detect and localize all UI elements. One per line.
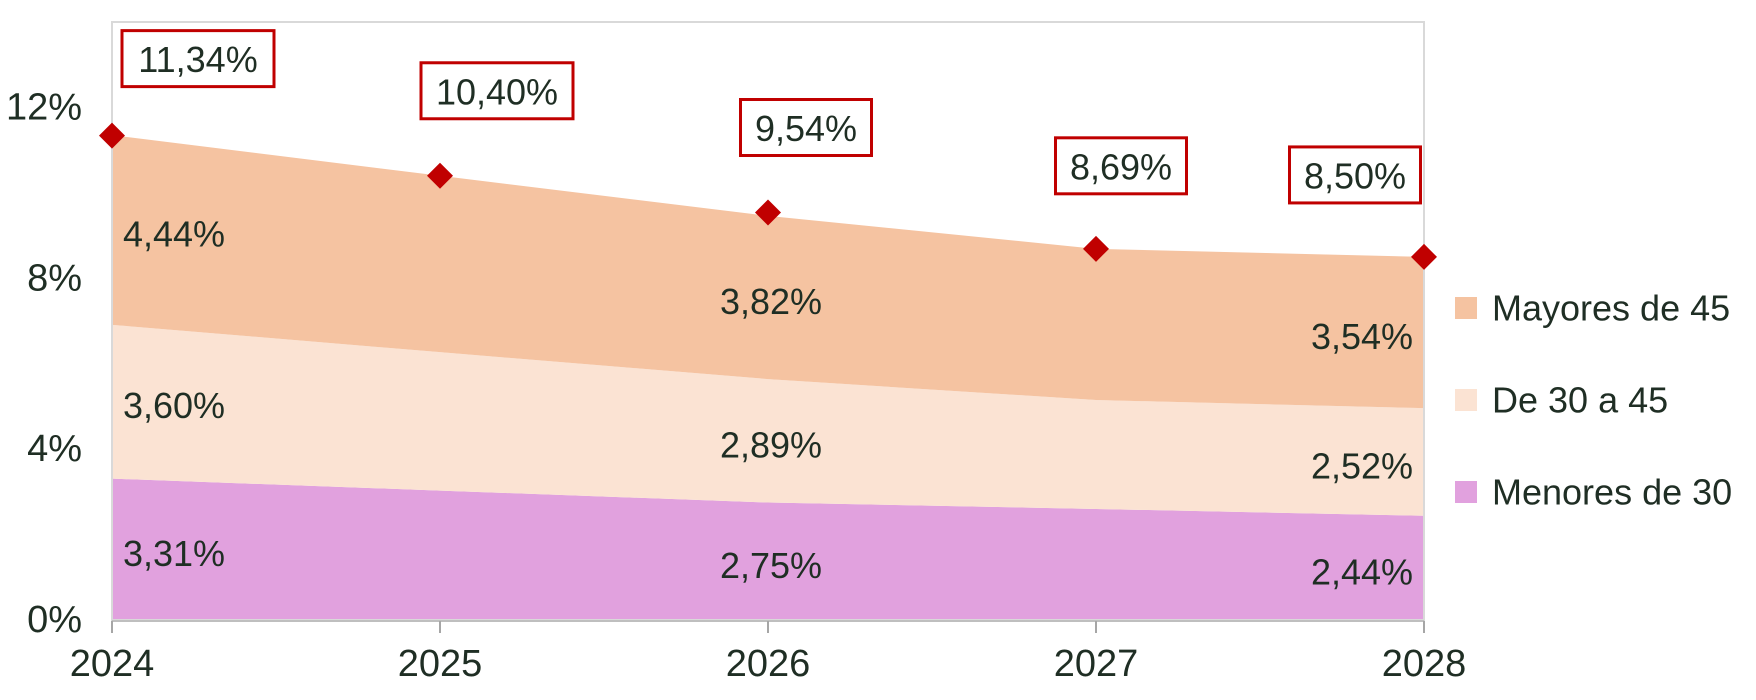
total-data-label: 8,69% [1070,146,1172,187]
x-axis-label: 2024 [70,643,155,685]
total-label-box [739,98,873,158]
total-label-box [419,61,575,121]
legend-label: De 30 a 45 [1492,380,1668,421]
segment-data-label: 3,60% [123,385,225,426]
total-label-box [1288,145,1422,205]
y-axis-label: 8% [27,257,82,299]
total-data-label: 10,40% [436,71,558,112]
area-mayores-de-45 [112,135,1424,409]
total-diamond-marker [1411,243,1437,270]
segment-data-label: 2,52% [1311,445,1413,486]
legend-swatch-de-30-a-45 [1455,389,1477,411]
legend-swatch-menores-de-30 [1455,481,1477,503]
segment-data-label: 3,31% [123,533,225,574]
area-menores-de-30 [112,478,1424,620]
total-diamond-marker [755,199,781,226]
y-axis-label: 12% [6,86,82,128]
legend-label: Menores de 30 [1492,472,1732,513]
segment-data-label: 4,44% [123,214,225,255]
segment-data-label: 2,89% [720,424,822,465]
x-axis-label: 2025 [398,643,483,685]
y-axis-label: 0% [27,599,82,641]
area-de-30-a-45 [112,324,1424,516]
segment-data-label: 3,54% [1311,316,1413,357]
x-axis-label: 2028 [1382,643,1467,685]
total-diamond-marker [1083,235,1109,262]
x-axis-label: 2026 [726,643,811,685]
total-label-box [120,29,276,89]
total-data-label: 9,54% [755,108,857,149]
total-diamond-marker [427,162,453,189]
total-label-box [1054,136,1188,196]
total-data-label: 8,50% [1304,155,1406,196]
segment-data-label: 2,44% [1311,551,1413,592]
total-data-label: 11,34% [138,39,257,80]
y-axis-label: 4% [27,428,82,470]
legend-swatch-mayores-de-45 [1455,297,1477,319]
segment-data-label: 2,75% [720,545,822,586]
legend-label: Mayores de 45 [1492,288,1730,329]
segment-data-label: 3,82% [720,281,822,322]
total-diamond-marker [99,122,125,149]
x-axis-label: 2027 [1054,643,1139,685]
